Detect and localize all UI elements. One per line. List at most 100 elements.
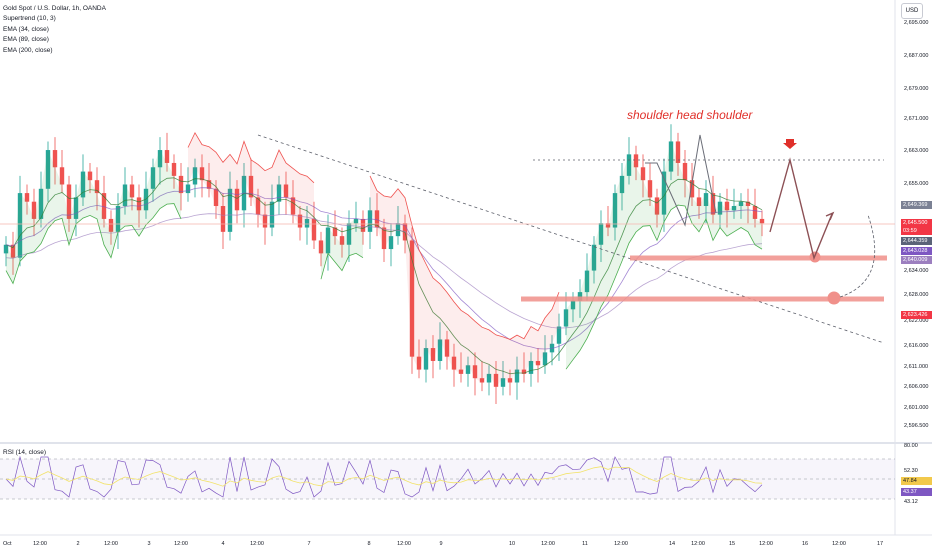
rsi-badge-1: 43.37 — [901, 488, 932, 496]
candle-body — [661, 171, 667, 215]
candle-body — [150, 167, 156, 189]
candle-body — [423, 348, 429, 370]
candle-body — [318, 240, 324, 254]
y-tick-label: 2,634.000 — [904, 268, 928, 274]
y-tick-label: 2,679.000 — [904, 86, 928, 92]
pattern-outline — [645, 134, 717, 227]
candle-body — [472, 365, 478, 379]
candle-body — [563, 309, 569, 327]
supertrend-line — [187, 131, 315, 184]
target-marker-lower — [827, 291, 841, 305]
x-tick-label: 17 — [877, 541, 883, 547]
candle-body — [703, 193, 709, 207]
rsi-tick-label: 43.12 — [904, 499, 918, 505]
x-tick-label: 12:00 — [397, 541, 411, 547]
indicator-supertrend[interactable]: Supertrend (10, 3) — [3, 15, 56, 23]
x-tick-label: 8 — [367, 541, 370, 547]
y-tick-label: 2,655.000 — [904, 181, 928, 187]
y-tick-label: 2,671.000 — [904, 116, 928, 122]
candle-body — [171, 162, 177, 176]
candle-body — [430, 348, 436, 361]
candle-body — [647, 180, 653, 198]
x-tick-label: 12:00 — [614, 541, 628, 547]
x-tick-label: 12:00 — [104, 541, 118, 547]
candle-body — [409, 240, 415, 357]
candle-body — [381, 227, 387, 250]
candle-body — [87, 171, 93, 181]
countdown-badge: 03:59 — [901, 227, 932, 235]
supertrend-line — [320, 252, 364, 280]
candle-body — [101, 193, 107, 219]
x-tick-label: 12:00 — [174, 541, 188, 547]
candle-body — [311, 218, 317, 241]
candle-body — [605, 223, 611, 228]
supertrend-fill — [370, 175, 559, 387]
candle-body — [542, 352, 548, 366]
candle-body — [66, 184, 72, 219]
candle-body — [80, 171, 86, 198]
price-badge-0: 2,649.369 — [901, 201, 932, 209]
candle-body — [262, 214, 268, 228]
y-tick-label: 2,611.000 — [904, 364, 928, 370]
candle-body — [633, 154, 639, 168]
indicator-ema34[interactable]: EMA (34, close) — [3, 25, 49, 33]
supertrend-fill — [6, 150, 181, 284]
price-badge-5: 2,640.009 — [901, 256, 932, 264]
candle-body — [514, 369, 520, 383]
y-tick-label: 2,596.500 — [904, 423, 928, 429]
ema200-line — [5, 213, 763, 329]
candle-body — [157, 150, 163, 168]
x-tick-label: 12:00 — [759, 541, 773, 547]
candle-body — [213, 188, 219, 207]
candle-body — [759, 218, 765, 224]
candle-body — [507, 378, 513, 383]
candle-body — [24, 193, 30, 202]
chart-legend: Gold Spot / U.S. Dollar, 1h, OANDA Super… — [3, 4, 106, 56]
y-tick-label: 2,695.000 — [904, 20, 928, 26]
candle-body — [682, 162, 688, 181]
candle-body — [227, 188, 233, 232]
x-tick-label: 7 — [307, 541, 310, 547]
y-tick-label: 2,616.000 — [904, 343, 928, 349]
candle-body — [416, 356, 422, 370]
candle-body — [500, 378, 506, 387]
currency-button[interactable]: USD — [901, 3, 923, 19]
candle-body — [367, 210, 373, 232]
candle-body — [374, 210, 380, 228]
indicator-ema89[interactable]: EMA (89, close) — [3, 36, 49, 44]
symbol-title[interactable]: Gold Spot / U.S. Dollar, 1h, OANDA — [3, 5, 106, 12]
y-tick-label: 2,606.000 — [904, 384, 928, 390]
candle-body — [451, 356, 457, 370]
rsi-tick-label: 80.00 — [904, 443, 918, 449]
candle-body — [290, 197, 296, 215]
supertrend-fill — [188, 132, 314, 241]
candle-body — [654, 197, 660, 215]
candle-body — [752, 206, 758, 219]
candle-body — [297, 214, 303, 228]
candle-body — [591, 244, 597, 271]
x-tick-label: 12:00 — [33, 541, 47, 547]
rsi-line — [5, 455, 763, 498]
dashed-recovery-arc — [839, 214, 876, 298]
supertrend-fill — [321, 218, 363, 280]
indicator-ema200[interactable]: EMA (200, close) — [3, 46, 53, 54]
candle-body — [521, 369, 527, 374]
candle-body — [619, 175, 625, 194]
candle-body — [3, 244, 9, 254]
rsi-legend[interactable]: RSI (14, close) — [3, 449, 46, 456]
candle-body — [668, 141, 674, 172]
candle-body — [528, 360, 534, 374]
x-tick-label: 12:00 — [541, 541, 555, 547]
x-tick-label: 12:00 — [691, 541, 705, 547]
x-tick-label: 2 — [76, 541, 79, 547]
candle-body — [738, 201, 744, 207]
candle-body — [339, 236, 345, 245]
candle-body — [31, 201, 37, 219]
supertrend-fill — [566, 141, 762, 370]
candle-body — [199, 167, 205, 181]
candle-body — [185, 184, 191, 194]
pattern-annotation: shoulder head shoulder — [627, 108, 753, 122]
projection-arrowhead — [825, 211, 835, 221]
